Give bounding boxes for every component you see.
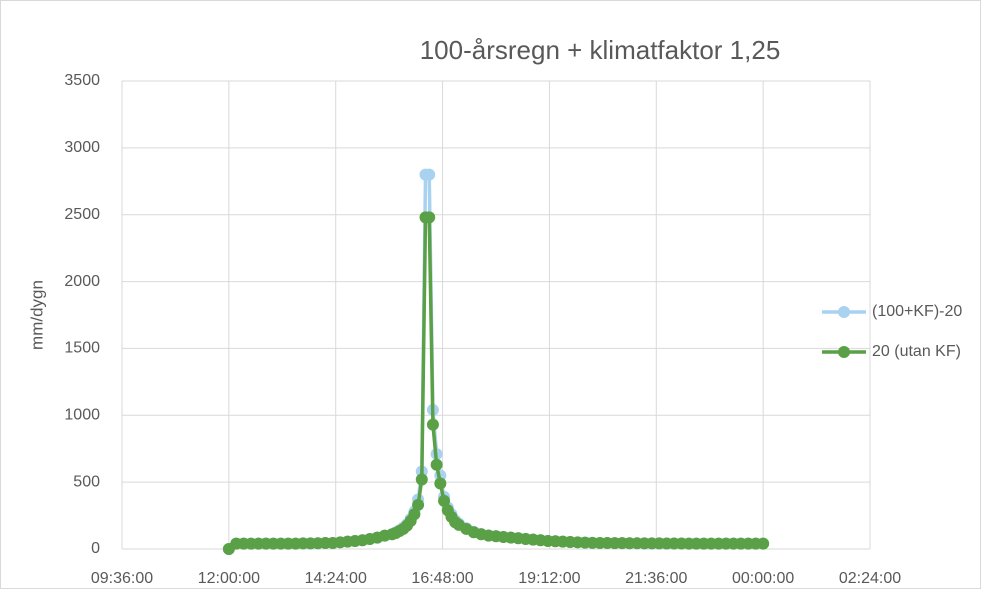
x-tick-label: 09:36:00 [91,570,153,587]
data-point [438,494,451,507]
legend-marker [838,346,850,358]
x-tick-label: 12:00:00 [198,570,260,587]
y-tick-label: 1500 [64,340,100,357]
y-tick-label: 500 [73,473,100,490]
x-tick-label: 14:24:00 [305,570,367,587]
x-tick-label: 16:48:00 [411,570,473,587]
legend-marker [838,306,850,318]
y-tick-label: 1000 [64,407,100,424]
data-point [757,537,770,550]
x-tick-label: 02:24:00 [839,570,901,587]
data-point [434,477,447,490]
data-point [423,211,436,224]
chart-title: 100-årsregn + klimatfaktor 1,25 [420,35,781,65]
y-tick-label: 3000 [64,139,100,156]
y-tick-label: 3500 [64,72,100,89]
y-tick-label: 2500 [64,206,100,223]
data-point [430,458,443,471]
y-axis-label: mm/dygn [27,280,46,350]
data-point [408,508,421,521]
x-tick-label: 00:00:00 [732,570,794,587]
y-tick-label: 0 [91,540,100,557]
data-point [415,473,428,486]
y-tick-label: 2000 [64,273,100,290]
data-point [426,418,439,431]
legend-label: (100+KF)-20 [872,303,962,320]
x-tick-label: 19:12:00 [518,570,580,587]
legend-label: 20 (utan KF) [872,343,961,360]
data-point [412,498,425,511]
data-point [423,168,436,181]
x-tick-label: 21:36:00 [625,570,687,587]
